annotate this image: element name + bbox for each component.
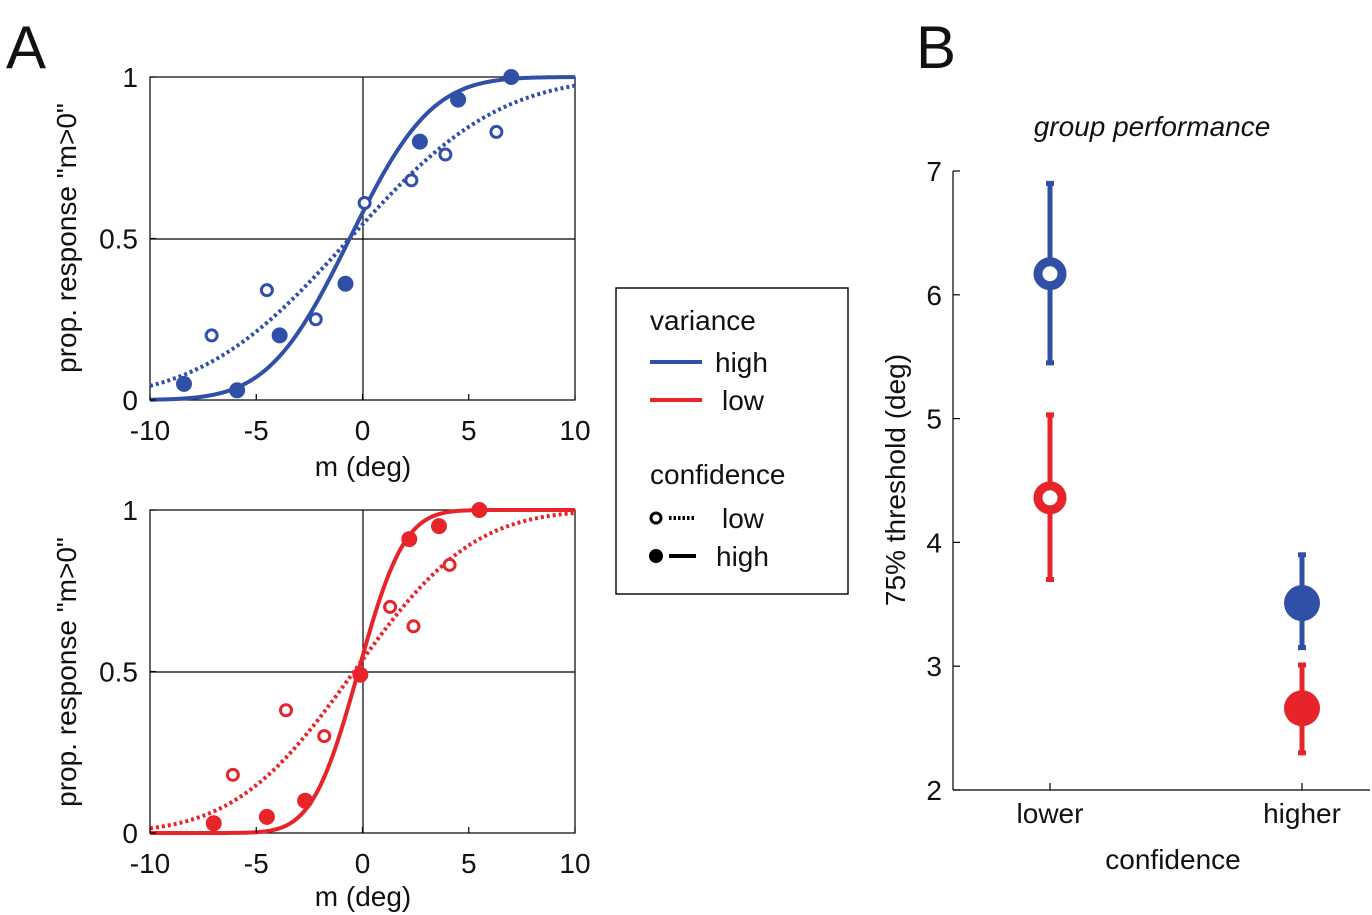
y-tick-label: 4 xyxy=(926,527,942,558)
x-tick-label: 10 xyxy=(559,415,590,446)
y-axis-label: prop. response "m>0" xyxy=(51,537,82,807)
x-tick-label: -5 xyxy=(244,848,269,879)
data-point-low-confidence xyxy=(406,619,421,634)
y-tick-label: 0.5 xyxy=(99,224,138,255)
x-tick-label: 0 xyxy=(355,415,371,446)
data-point-high-confidence xyxy=(205,815,222,832)
legend-variance-title: variance xyxy=(650,305,756,336)
data-point-high-confidence xyxy=(297,792,314,809)
data-point-high-confidence xyxy=(431,518,447,535)
y-tick-label: 2 xyxy=(926,775,942,806)
data-point-low-confidence xyxy=(225,767,240,782)
panel-b-letter: B xyxy=(916,14,956,81)
data-point-high-confidence xyxy=(471,502,488,518)
panel-a-letter: A xyxy=(6,14,46,81)
threshold-point-low-variance xyxy=(1033,481,1067,515)
x-tick-label: -10 xyxy=(130,415,170,446)
y-tick-label: 6 xyxy=(926,280,942,311)
data-point-low-confidence xyxy=(438,147,453,162)
y-tick-label: 0 xyxy=(122,818,138,849)
legend-open-marker-icon xyxy=(649,511,663,525)
data-point-low-confidence xyxy=(204,328,219,343)
data-point-low-confidence xyxy=(357,195,372,210)
data-point-high-confidence xyxy=(352,666,369,683)
fit-curve-low-confidence xyxy=(149,510,576,831)
fit-curve-low-confidence xyxy=(149,83,576,388)
data-point-low-confidence xyxy=(259,283,274,298)
data-point-low-confidence xyxy=(308,312,323,327)
data-point-high-confidence xyxy=(450,91,467,108)
y-tick-label: 7 xyxy=(926,156,942,187)
y-tick-label: 0.5 xyxy=(99,657,138,688)
chart-title: group performance xyxy=(1034,111,1271,142)
threshold-point-high-variance xyxy=(1033,257,1067,291)
legend-confidence-title: confidence xyxy=(650,459,785,490)
group-performance-plot: group performance lower higher 2 3 4 5 6 7 con… xyxy=(880,111,1370,875)
x-axis-label: m (deg) xyxy=(315,451,411,482)
y-tick-label: 1 xyxy=(122,62,138,93)
y-tick-label: 1 xyxy=(122,495,138,526)
psychometric-plot-low-variance: -10 -5 0 5 10 0 0.5 1 m (deg) prop. response "… xyxy=(51,495,591,912)
data-point-high-confidence xyxy=(271,327,288,344)
data-point-high-confidence xyxy=(337,275,354,292)
x-tick-label: 0 xyxy=(355,848,371,879)
x-tick-label-lower: lower xyxy=(1017,798,1084,829)
data-point-low-confidence xyxy=(383,599,398,614)
y-tick-label: 5 xyxy=(926,404,942,435)
x-tick-label: 5 xyxy=(461,415,477,446)
data-point-high-confidence xyxy=(401,531,418,548)
data-point-high-confidence xyxy=(258,808,275,825)
legend-filled-marker-icon xyxy=(649,549,663,563)
data-point-high-confidence xyxy=(503,69,520,85)
x-tick-label: 10 xyxy=(559,848,590,879)
y-tick-label: 0 xyxy=(122,385,138,416)
x-tick-label: -10 xyxy=(130,848,170,879)
legend-label-low-variance: low xyxy=(722,385,765,416)
threshold-point-low-variance xyxy=(1284,690,1320,727)
data-point-low-confidence xyxy=(489,124,504,139)
x-tick-label-higher: higher xyxy=(1263,798,1341,829)
data-point-high-confidence xyxy=(176,375,192,392)
threshold-point-high-variance xyxy=(1284,585,1320,622)
legend-label-low-confidence: low xyxy=(722,503,765,534)
fit-curve-high-confidence xyxy=(150,508,575,835)
data-point-low-confidence xyxy=(317,729,332,744)
data-point-low-confidence xyxy=(404,173,419,188)
legend-label-high-variance: high xyxy=(715,347,768,378)
x-axis-label: m (deg) xyxy=(315,881,411,912)
legend: variance high low confidence low high xyxy=(615,287,849,595)
legend-label-high-confidence: high xyxy=(716,541,769,572)
psychometric-plot-high-variance: -10 -5 0 5 10 0 0.5 1 m (deg) prop. response "… xyxy=(51,62,591,482)
data-point-low-confidence xyxy=(442,557,457,572)
data-point-high-confidence xyxy=(229,382,246,399)
x-axis-label: confidence xyxy=(1105,844,1240,875)
y-axis-label: 75% threshold (deg) xyxy=(880,354,911,606)
x-tick-label: -5 xyxy=(244,415,269,446)
y-axis-label: prop. response "m>0" xyxy=(51,103,82,373)
data-point-low-confidence xyxy=(279,703,293,718)
legend-box xyxy=(615,287,849,595)
data-point-high-confidence xyxy=(411,133,428,150)
x-tick-label: 5 xyxy=(461,848,477,879)
y-tick-label: 3 xyxy=(926,651,942,682)
